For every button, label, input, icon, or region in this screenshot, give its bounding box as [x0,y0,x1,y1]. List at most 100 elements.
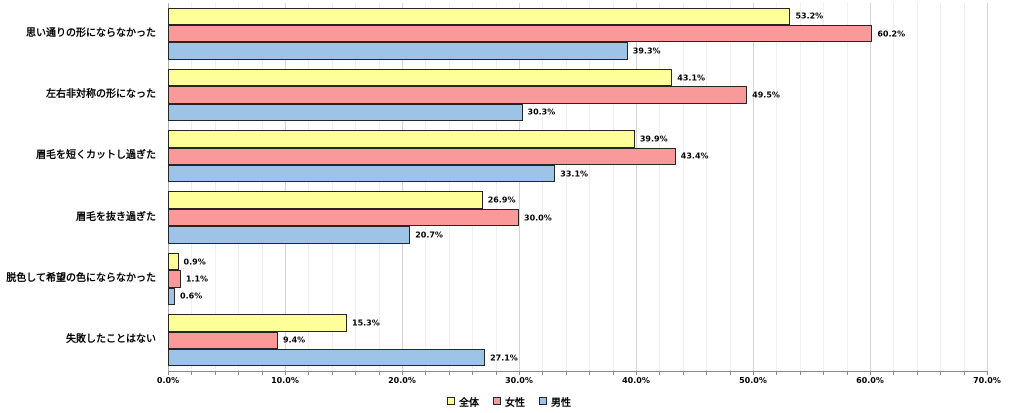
minor-gridline [425,3,427,371]
bar-value-label-s2-c0: 39.3% [632,46,661,56]
bar-s1-c0 [168,24,873,43]
bar-value-label-s1-c4: 1.1% [185,274,209,284]
bar-groups: 53.2% 60.2% 39.3% 43.1% 49.5% 30.3% 39.9% 43.4%… [168,3,987,371]
bar-row-s1-c1: 49.5% [168,86,987,104]
axis-tick [682,372,684,375]
bar-s1-c2 [168,147,676,166]
axis-tick [519,371,520,375]
minor-gridline [261,3,263,371]
bar-s1-c4 [168,270,181,288]
x-tick-label-4: 40.0% [622,376,650,385]
major-gridline [987,3,988,371]
legend-swatch-icon [539,397,547,405]
minor-gridline [612,3,614,371]
gridlines [168,3,988,371]
category-label-3: 眉毛を抜き過ぎた [76,211,156,223]
bar-row-s1-c5: 9.4% [168,331,987,350]
bar-s0-c3 [168,191,483,209]
minor-gridline [331,3,333,371]
axis-tick [963,372,965,375]
minor-gridline [682,3,684,371]
axis-tick [823,372,825,375]
x-axis-tick-labels: 0.0% 10.0% 20.0% 30.0% 40.0% 50.0% 60.0% 70.0% [157,376,1001,388]
major-gridline [285,3,286,371]
bar-row-s2-c2: 33.1% [168,165,987,183]
bar-row-s0-c3: 26.9% [168,191,987,209]
x-tick-label-6: 60.0% [856,376,884,385]
major-gridline [402,3,403,371]
axis-tick [448,372,450,375]
axis-tick [870,371,871,375]
axis-tick [542,372,544,375]
axis-tick [940,372,942,375]
bar-value-label-s2-c4: 0.6% [180,291,203,301]
bar-value-label-s0-c0: 53.2% [795,11,824,21]
x-tick-label-3: 30.0% [505,376,533,385]
axis-tick [355,372,357,375]
bar-row-s2-c3: 20.7% [168,226,987,244]
bar-value-label-s2-c2: 33.1% [560,169,589,179]
x-tick-label-5: 50.0% [739,376,767,385]
legend-item-2: 男性 [539,394,571,409]
bar-value-label-s0-c3: 26.9% [487,195,516,205]
bar-value-label-s0-c2: 39.9% [639,134,668,144]
bar-s2-c5 [168,349,486,367]
bar-s2-c3 [168,226,411,244]
minor-gridline [448,3,450,371]
y-axis-line [168,3,169,371]
legend-label-1: 女性 [505,397,525,409]
x-tick-label-0: 0.0% [156,376,180,385]
axis-tick [565,372,567,375]
minor-gridline [355,3,357,371]
axis-tick [987,371,988,375]
major-gridline [870,3,871,371]
bar-value-label-s1-c5: 9.4% [282,335,306,345]
bar-value-label-s1-c1: 49.5% [752,90,780,100]
axis-tick [893,372,895,375]
bar-row-s1-c0: 60.2% [168,24,987,43]
bar-value-label-s1-c2: 43.4% [680,151,709,161]
minor-gridline [495,3,497,371]
bar-s0-c5 [168,314,347,332]
minor-gridline [191,3,193,371]
major-gridline [519,3,520,371]
bar-row-s1-c2: 43.4% [168,147,987,166]
bar-row-s0-c0: 53.2% [168,7,987,25]
category-label-4: 脱色して希望の色にならなかった [6,272,156,284]
major-gridline [753,3,754,371]
axis-tick [472,372,474,375]
minor-gridline [729,3,731,371]
axis-tick [589,372,591,375]
axis-tick [636,371,637,375]
legend: 全体 女性 男性 [0,393,1018,409]
minor-gridline [963,3,965,371]
minor-gridline [542,3,544,371]
bar-s1-c5 [168,331,278,350]
bar-value-label-s0-c4: 0.9% [183,257,206,267]
bar-row-s0-c4: 0.9% [168,252,987,271]
bar-group-2: 39.9% 43.4% 33.1% [168,126,987,187]
axis-tick [214,372,216,375]
bar-row-s2-c0: 39.3% [168,42,987,60]
category-label-2: 眉毛を短くカットし過ぎた [36,150,156,162]
axis-tick [168,371,169,375]
axis-tick [799,372,801,375]
minor-gridline [589,3,591,371]
axis-tick [612,372,614,375]
axis-tick [495,372,497,375]
bar-row-s2-c4: 0.6% [168,287,987,306]
axis-tick [425,372,427,375]
category-axis: 思い通りの形にならなかった 左右非対称の形になった 眉毛を短くカットし過ぎた 眉毛を抜… [0,3,162,371]
bar-group-5: 15.3% 9.4% 27.1% [168,310,987,371]
minor-gridline [214,3,216,371]
axis-tick [706,372,708,375]
minor-gridline [238,3,240,371]
major-gridline [636,3,637,371]
legend-label-2: 男性 [551,397,571,409]
bar-s0-c4 [168,252,179,271]
axis-tick [753,371,754,375]
bar-s2-c4 [168,287,176,306]
x-axis-line [168,371,987,372]
legend-item-1: 女性 [493,394,525,409]
minor-gridline [308,3,310,371]
